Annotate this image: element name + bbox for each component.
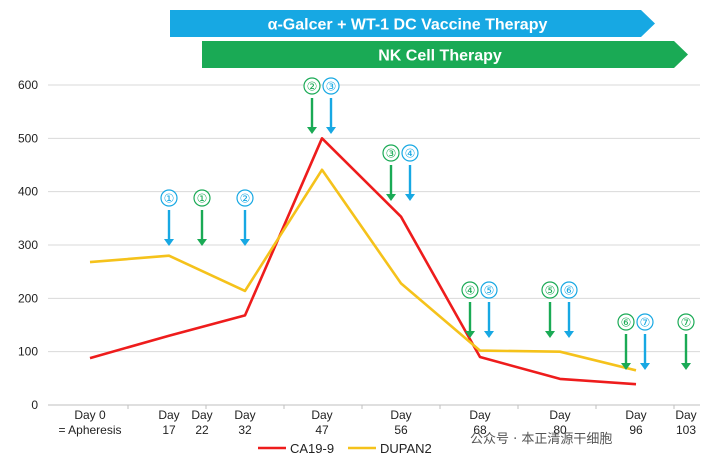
x-tick-label: Day 0 = Apheresis bbox=[58, 408, 121, 437]
x-tick-label: Day 68 bbox=[469, 408, 490, 437]
dose-arrow-head bbox=[681, 363, 691, 370]
x-tick-label: Day 56 bbox=[390, 408, 411, 437]
y-tick-label: 400 bbox=[18, 185, 38, 199]
dose-marker-circle bbox=[636, 313, 654, 331]
x-tick-label-line: Day bbox=[469, 408, 490, 422]
series-lines bbox=[89, 137, 637, 386]
dose-arrow-head bbox=[465, 331, 475, 338]
dose-marker-label: ④ bbox=[465, 284, 476, 298]
dose-arrow-head bbox=[164, 239, 174, 246]
dose-arrow-head bbox=[307, 127, 317, 134]
dose-arrow-head bbox=[484, 331, 494, 338]
dose-arrow-head bbox=[564, 331, 574, 338]
dose-marker-label: ③ bbox=[386, 147, 397, 161]
y-tick-label: 300 bbox=[18, 238, 38, 252]
dose-marker-circle bbox=[541, 281, 559, 299]
y-tick-label: 100 bbox=[18, 345, 38, 359]
legend-label: CA19-9 bbox=[290, 441, 334, 456]
dose-marker-label: ④ bbox=[405, 147, 416, 161]
x-tick-label-line: = Apheresis bbox=[58, 423, 121, 437]
x-tick-label-line: Day bbox=[191, 408, 212, 422]
x-tick-label: Day 80 bbox=[549, 408, 570, 437]
dose-marker-circle bbox=[677, 313, 695, 331]
y-tick-label: 0 bbox=[31, 398, 38, 412]
dose-arrow-head bbox=[197, 239, 207, 246]
therapy-banner-label: α-Galcer + WT-1 DC Vaccine Therapy bbox=[268, 17, 548, 34]
x-tick-label: Day 32 bbox=[234, 408, 255, 437]
dose-arrow-head bbox=[326, 127, 336, 134]
therapy-banners: α-Galcer + WT-1 DC Vaccine Therapy NK Cel… bbox=[170, 10, 688, 68]
x-tick-label: Day 103 bbox=[675, 408, 696, 437]
series-line bbox=[89, 137, 637, 386]
dose-marker-circle bbox=[236, 189, 254, 207]
x-tick-label-line: 68 bbox=[473, 423, 487, 437]
dose-marker-label: ⑦ bbox=[640, 316, 651, 330]
legend: CA19-9 DUPAN2 bbox=[258, 441, 432, 456]
x-tick-label-line: 32 bbox=[238, 423, 252, 437]
x-tick-label-line: 17 bbox=[162, 423, 176, 437]
x-tick-label-line: 47 bbox=[315, 423, 329, 437]
x-tick-label-line: Day bbox=[675, 408, 696, 422]
dose-marker-label: ⑦ bbox=[681, 316, 692, 330]
x-tick-label-line: Day bbox=[311, 408, 332, 422]
dose-marker-label: ① bbox=[164, 192, 175, 206]
dose-marker-label: ③ bbox=[326, 80, 337, 94]
x-tick-label-line: 56 bbox=[394, 423, 408, 437]
dose-marker-label: ⑤ bbox=[545, 284, 556, 298]
x-tick-label-line: 80 bbox=[553, 423, 567, 437]
dose-arrow-head bbox=[386, 194, 396, 201]
x-tick-label-line: Day bbox=[158, 408, 179, 422]
x-tick-label-line: Day 0 bbox=[74, 408, 106, 422]
dose-arrow-head bbox=[621, 363, 631, 370]
x-tick-label: Day 22 bbox=[191, 408, 212, 437]
dose-marker-label: ② bbox=[307, 80, 318, 94]
dose-arrow-head bbox=[545, 331, 555, 338]
dose-arrow-head bbox=[640, 363, 650, 370]
x-tick-label-line: Day bbox=[234, 408, 255, 422]
series-line bbox=[89, 168, 637, 372]
x-tick-label-line: Day bbox=[549, 408, 570, 422]
y-tick-label: 500 bbox=[18, 131, 38, 145]
legend-label: DUPAN2 bbox=[380, 441, 432, 456]
dose-marker-circle bbox=[382, 144, 400, 162]
x-tick-label: Day 17 bbox=[158, 408, 179, 437]
dose-marker-circle bbox=[461, 281, 479, 299]
dose-marker-circle bbox=[193, 189, 211, 207]
dose-marker-label: ① bbox=[197, 192, 208, 206]
dose-arrow-head bbox=[405, 194, 415, 201]
dose-marker-circle bbox=[322, 77, 340, 95]
dose-marker-label: ⑥ bbox=[564, 284, 575, 298]
y-tick-label: 200 bbox=[18, 291, 38, 305]
dose-marker-label: ② bbox=[240, 192, 251, 206]
x-tick-label-line: Day bbox=[390, 408, 411, 422]
x-tick-label-line: 96 bbox=[629, 423, 643, 437]
watermark-text: 公众号 · 本正清源干细胞 bbox=[470, 432, 612, 447]
x-tick-label: Day 47 bbox=[311, 408, 332, 437]
x-tick-label-line: Day bbox=[625, 408, 646, 422]
y-tick-label: 600 bbox=[18, 78, 38, 92]
grid-lines bbox=[48, 84, 700, 353]
therapy-banner-arrow bbox=[202, 41, 688, 68]
x-tick-label-line: 103 bbox=[676, 423, 696, 437]
x-tick-label-line: 22 bbox=[195, 423, 209, 437]
dose-arrow-head bbox=[240, 239, 250, 246]
dose-marker-label: ⑥ bbox=[621, 316, 632, 330]
axes: 0 100 200 300 400 500 600 bbox=[18, 78, 700, 412]
dose-marker-circle bbox=[560, 281, 578, 299]
dose-marker-label: ⑤ bbox=[484, 284, 495, 298]
dose-marker-circle bbox=[617, 313, 635, 331]
therapy-banner-arrow bbox=[170, 10, 655, 37]
dose-marker-circle bbox=[160, 189, 178, 207]
dose-marker-circle bbox=[401, 144, 419, 162]
therapy-banner-label: NK Cell Therapy bbox=[378, 48, 502, 65]
dose-marker-circle bbox=[480, 281, 498, 299]
x-tick-label: Day 96 bbox=[625, 408, 646, 437]
dose-marker-circle bbox=[303, 77, 321, 95]
